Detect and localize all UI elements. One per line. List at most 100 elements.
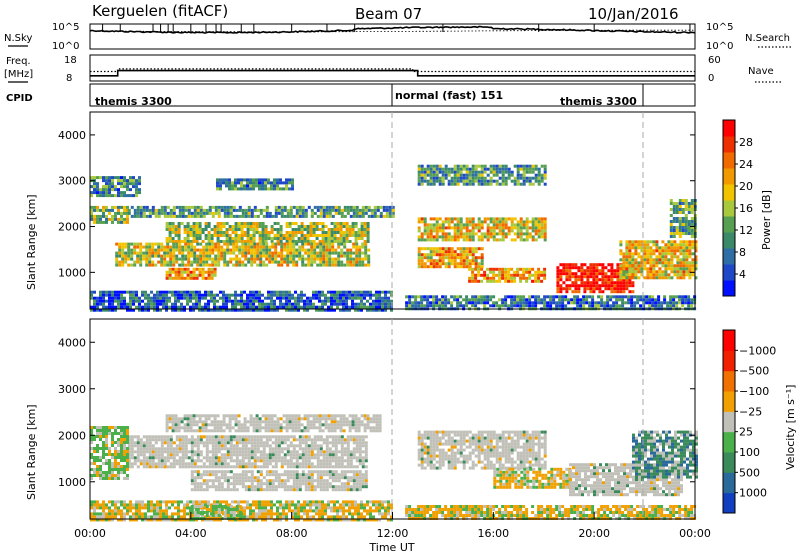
heatmap-cell <box>504 304 507 307</box>
heatmap-cell <box>448 180 451 183</box>
heatmap-cell <box>278 441 281 444</box>
heatmap-cell <box>222 300 225 303</box>
heatmap-cell <box>502 226 505 229</box>
heatmap-cell <box>230 206 233 209</box>
heatmap-cell <box>337 414 340 417</box>
heatmap-cell <box>670 220 673 223</box>
heatmap-cell <box>172 246 175 249</box>
heatmap-cell <box>215 465 218 468</box>
heatmap-cell <box>682 223 685 226</box>
heatmap-cell <box>355 246 358 249</box>
heatmap-cell <box>541 180 544 183</box>
heatmap-cell <box>591 301 594 304</box>
heatmap-cell <box>137 209 140 212</box>
heatmap-cell <box>619 290 622 293</box>
heatmap-cell <box>331 261 334 264</box>
heatmap-cell <box>478 223 481 226</box>
heatmap-cell <box>224 441 227 444</box>
heatmap-cell <box>209 450 212 453</box>
heatmap-cell <box>466 247 469 250</box>
heatmap-cell <box>664 264 667 267</box>
heatmap-cell <box>477 295 480 298</box>
heatmap-cell <box>217 225 220 228</box>
heatmap-cell <box>156 291 159 294</box>
heatmap-cell <box>356 215 359 218</box>
heatmap-cell <box>155 435 158 438</box>
heatmap-cell <box>307 426 310 429</box>
heatmap-cell <box>167 459 170 462</box>
heatmap-cell <box>275 444 278 447</box>
heatmap-cell <box>670 255 673 258</box>
heatmap-cell <box>218 212 221 215</box>
heatmap-cell <box>532 165 535 168</box>
heatmap-cell <box>295 240 298 243</box>
heatmap-cell <box>140 444 143 447</box>
heatmap-cell <box>132 179 135 182</box>
heatmap-cell <box>532 183 535 186</box>
heatmap-cell <box>445 247 448 250</box>
heatmap-cell <box>358 429 361 432</box>
heatmap-cell <box>516 304 519 307</box>
heatmap-cell <box>245 209 248 212</box>
heatmap-cell <box>226 414 229 417</box>
heatmap-cell <box>384 291 387 294</box>
heatmap-cell <box>356 206 359 209</box>
heatmap-cell <box>323 206 326 209</box>
heatmap-cell <box>340 420 343 423</box>
heatmap-cell <box>320 462 323 465</box>
heatmap-cell <box>513 271 516 274</box>
heatmap-cell <box>510 295 513 298</box>
heatmap-cell <box>634 276 637 279</box>
heatmap-cell <box>298 426 301 429</box>
heatmap-cell <box>311 441 314 444</box>
heatmap-cell <box>194 459 197 462</box>
heatmap-cell <box>352 258 355 261</box>
freq-panel: Freq. [MHz] 18 8 Nave 60 0 <box>4 55 782 84</box>
heatmap-cell <box>276 184 279 187</box>
heatmap-cell <box>143 209 146 212</box>
heatmap-cell <box>475 256 478 259</box>
heatmap-cell <box>305 462 308 465</box>
heatmap-cell <box>329 441 332 444</box>
heatmap-cell <box>543 277 546 280</box>
y-tick-label: 1000 <box>58 266 86 279</box>
heatmap-cell <box>244 420 247 423</box>
heatmap-cell <box>460 180 463 183</box>
heatmap-cell <box>260 441 263 444</box>
heatmap-cell <box>690 301 693 304</box>
heatmap-cell <box>661 255 664 258</box>
heatmap-cell <box>685 208 688 211</box>
heatmap-cell <box>248 456 251 459</box>
heatmap-cell <box>193 249 196 252</box>
heatmap-cell <box>237 294 240 297</box>
heatmap-cell <box>181 274 184 277</box>
heatmap-cell <box>624 301 627 304</box>
heatmap-cell <box>321 303 324 306</box>
heatmap-cell <box>639 295 642 298</box>
heatmap-cell <box>105 218 108 221</box>
heatmap-cell <box>253 429 256 432</box>
heatmap-cell <box>184 429 187 432</box>
heatmap-cell <box>264 178 267 181</box>
heatmap-cell <box>424 171 427 174</box>
heatmap-cell <box>287 435 290 438</box>
heatmap-cell <box>673 205 676 208</box>
heatmap-cell <box>178 426 181 429</box>
heatmap-cell <box>433 250 436 253</box>
heatmap-cell <box>645 298 648 301</box>
heatmap-cell <box>577 278 580 281</box>
heatmap-cell <box>206 209 209 212</box>
heatmap-cell <box>208 429 211 432</box>
heatmap-cell <box>191 215 194 218</box>
heatmap-cell <box>568 263 571 266</box>
heatmap-cell <box>288 181 291 184</box>
heatmap-cell <box>248 206 251 209</box>
heatmap-cell <box>349 249 352 252</box>
heatmap-cell <box>308 456 311 459</box>
heatmap-cell <box>247 429 250 432</box>
heatmap-cell <box>311 453 314 456</box>
heatmap-cell <box>134 215 137 218</box>
heatmap-cell <box>328 423 331 426</box>
heatmap-cell <box>688 252 691 255</box>
heatmap-cell <box>208 225 211 228</box>
